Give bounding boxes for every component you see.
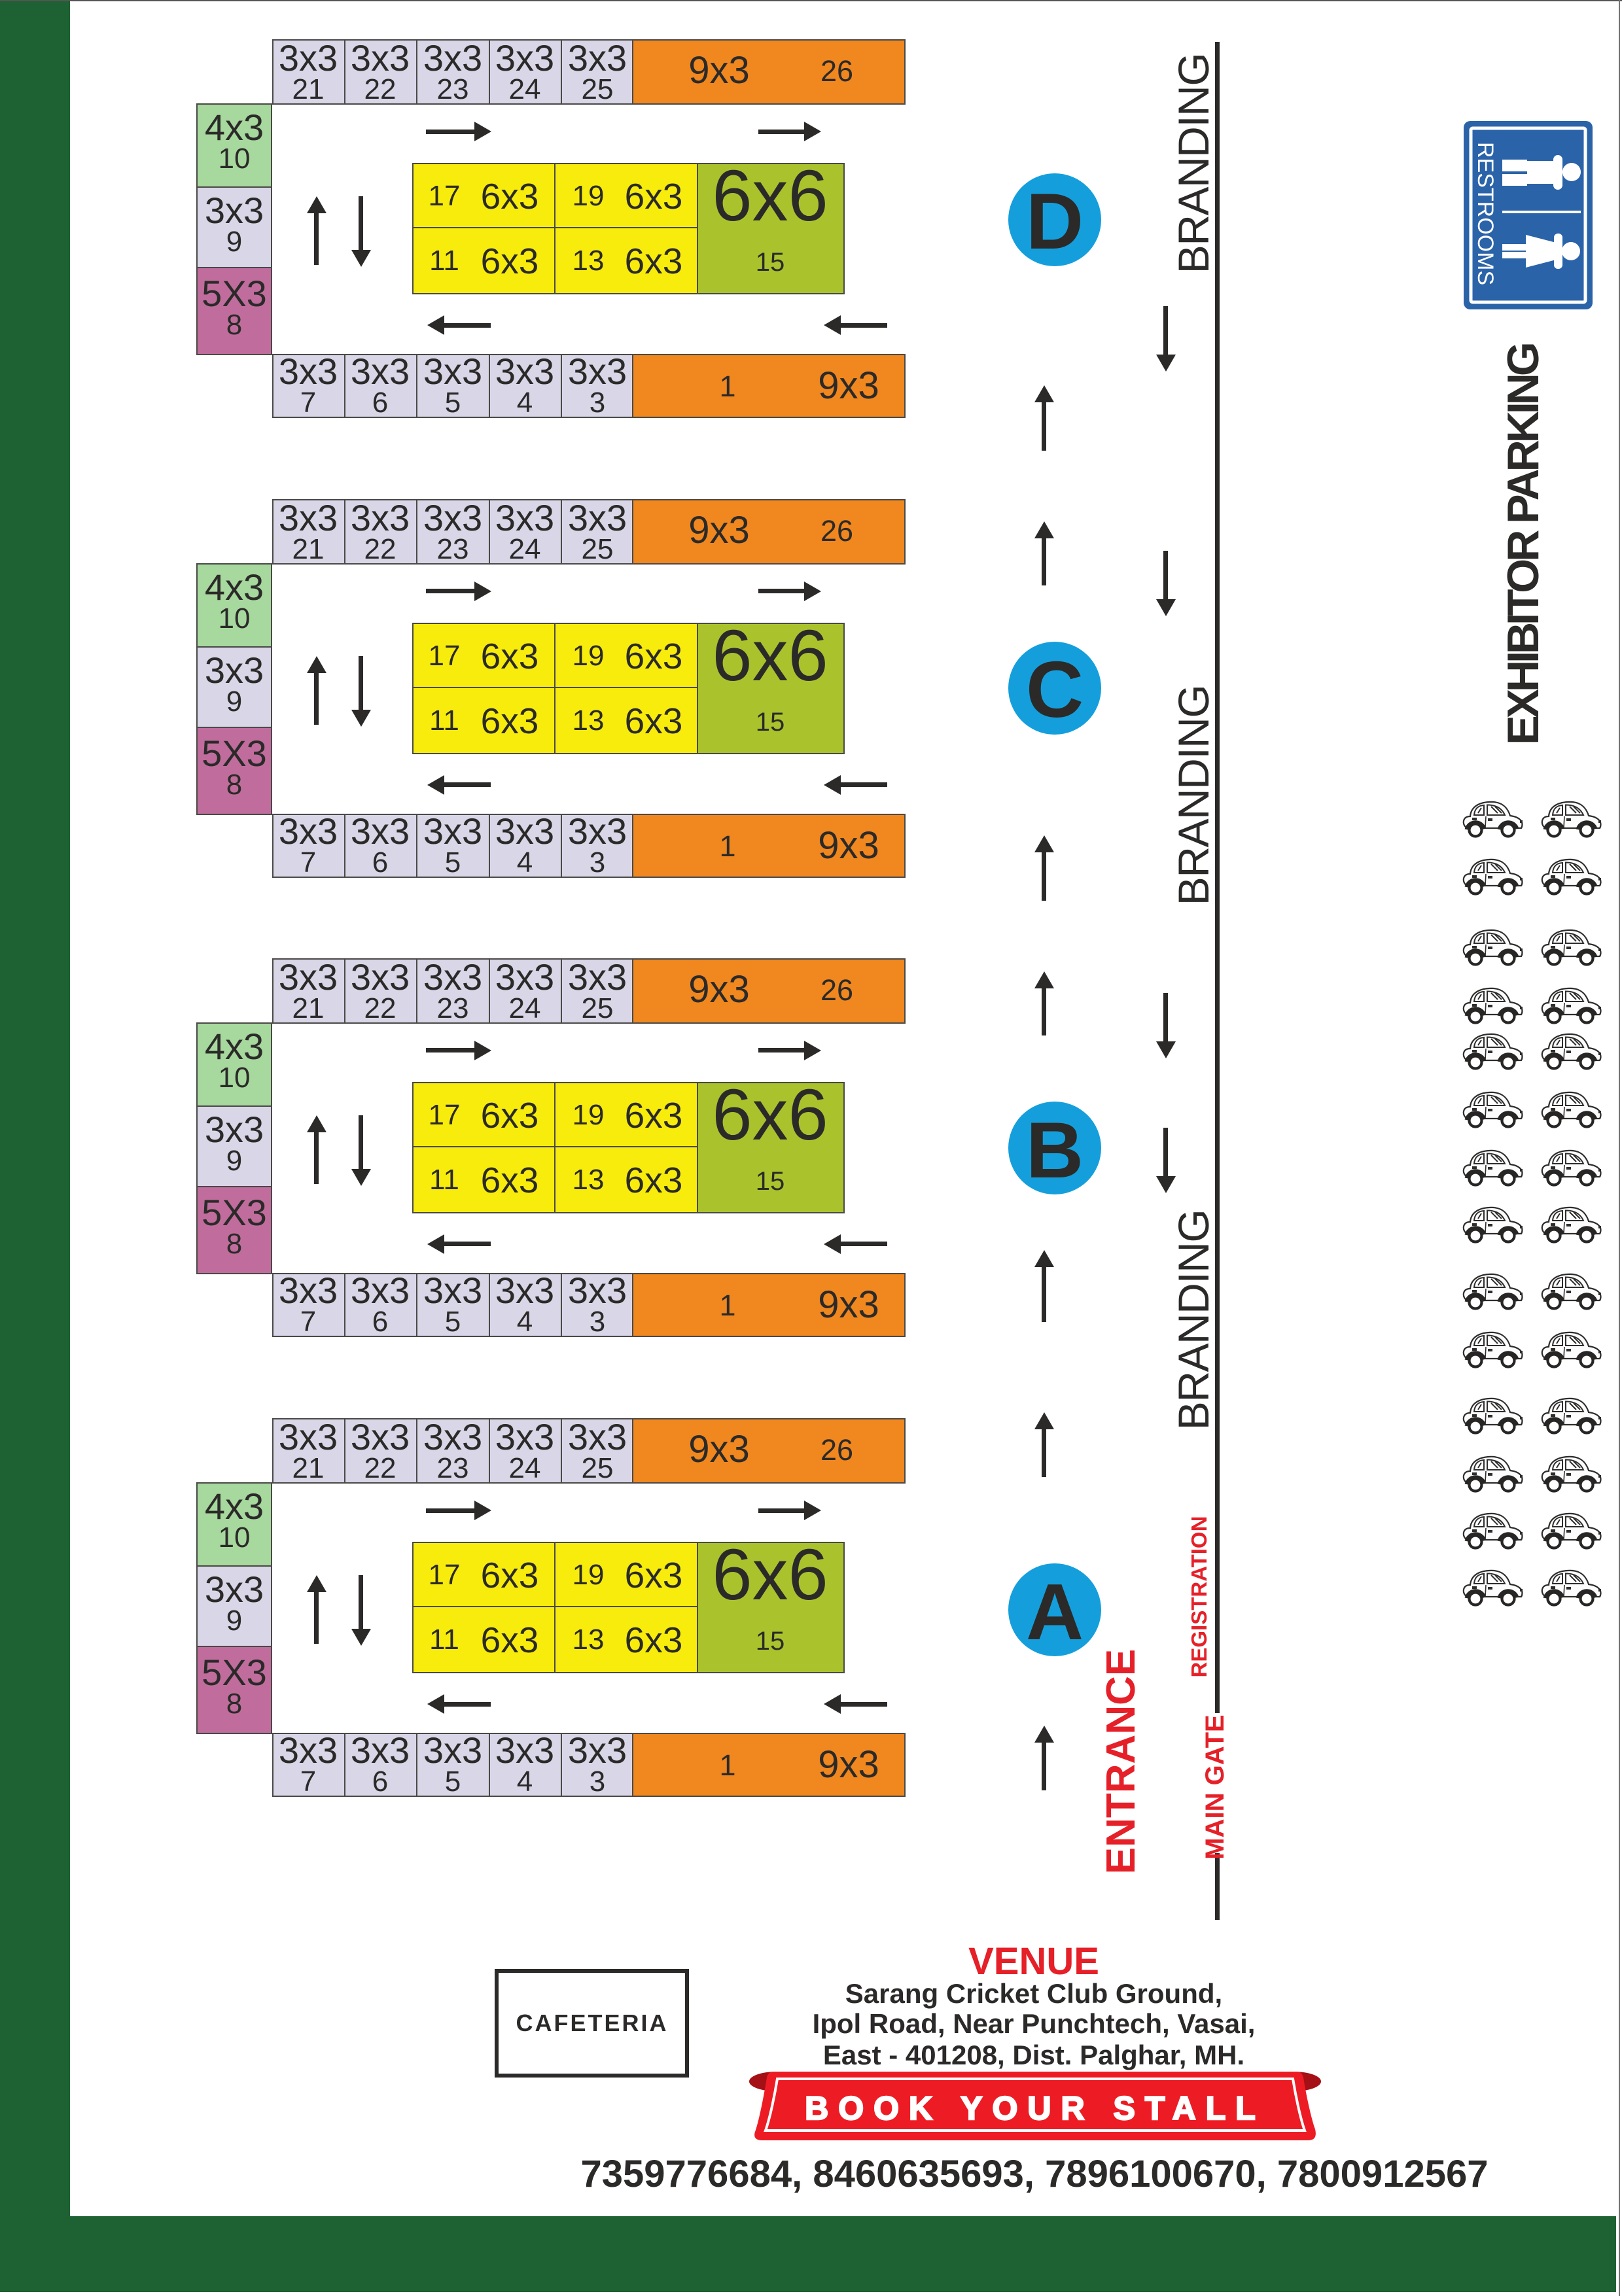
svg-text:RESTROOMS: RESTROOMS xyxy=(1473,142,1498,285)
svg-text:BOOK YOUR STALL: BOOK YOUR STALL xyxy=(805,2090,1265,2127)
